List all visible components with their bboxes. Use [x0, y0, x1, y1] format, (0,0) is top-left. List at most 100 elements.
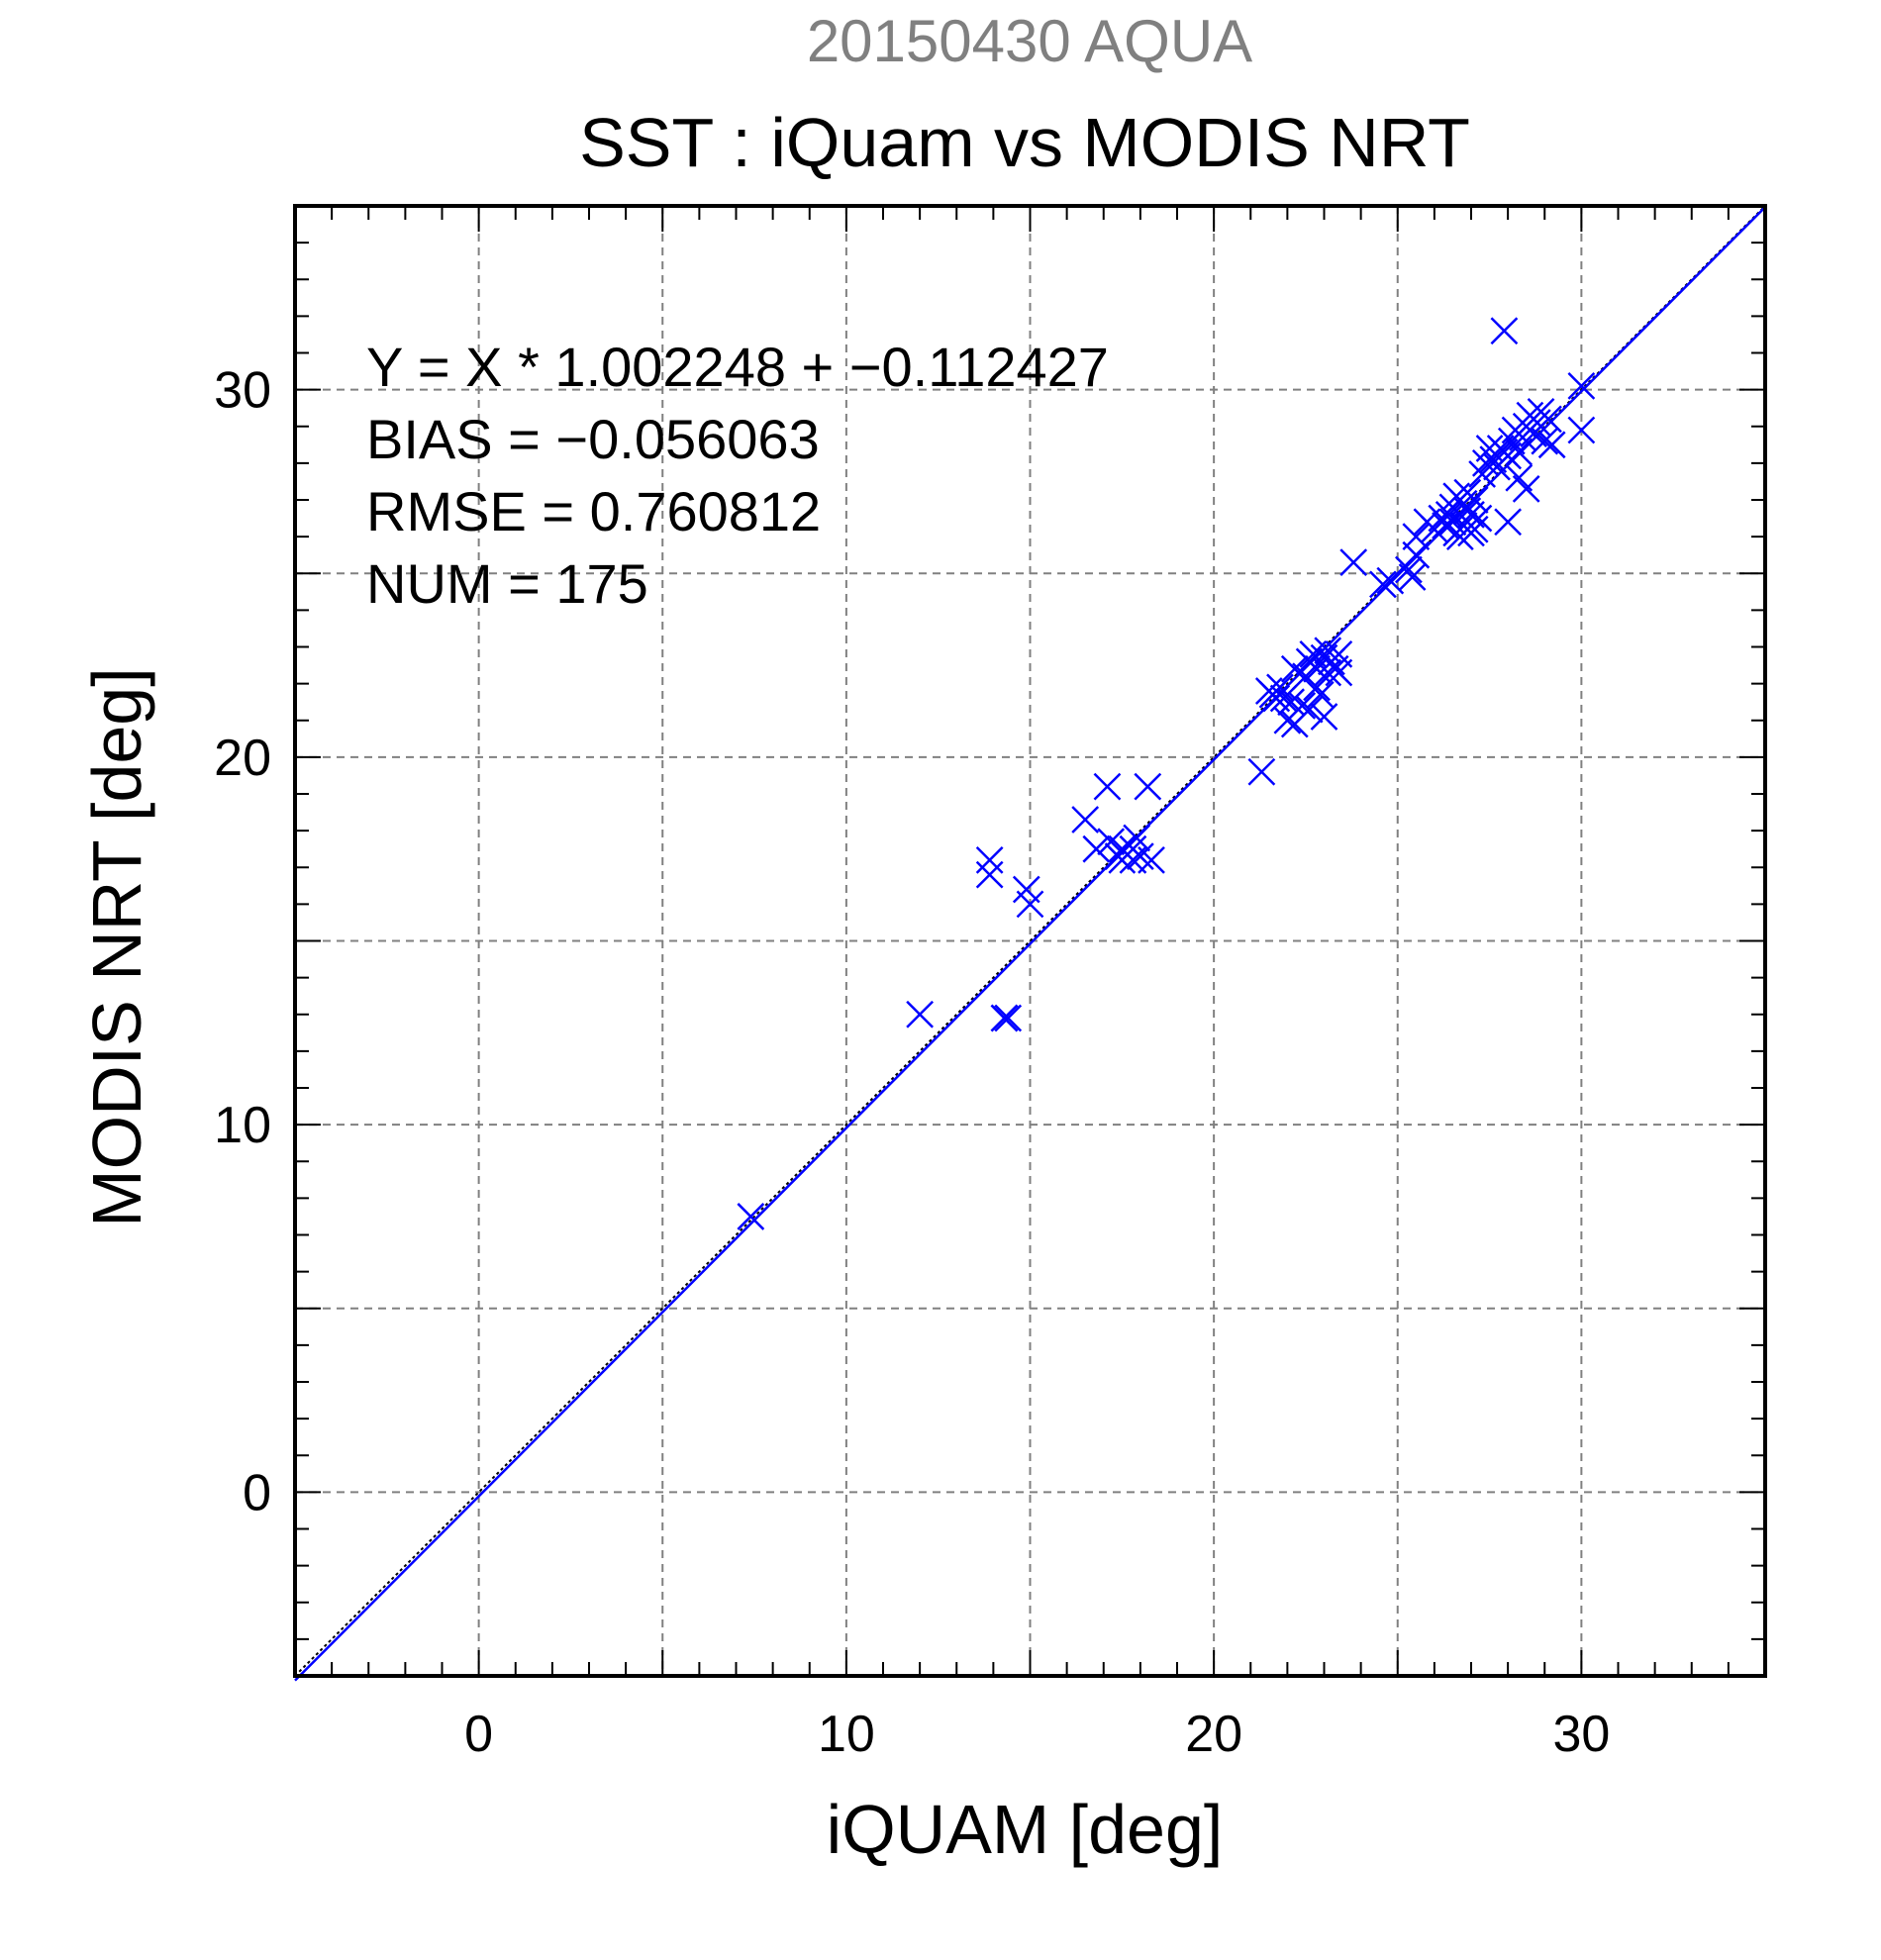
- data-point-stroke: [1247, 757, 1276, 786]
- data-point-stroke: [1567, 416, 1596, 444]
- data-point-stroke: [1314, 637, 1342, 665]
- data-point: [1266, 673, 1294, 702]
- data-point-stroke: [1310, 703, 1338, 731]
- data-point-stroke: [1262, 684, 1291, 713]
- data-point: [1464, 504, 1493, 533]
- y-axis-title: MODIS NRT [deg]: [78, 667, 155, 1226]
- data-point: [1468, 460, 1497, 488]
- data-point-stroke: [975, 845, 1004, 874]
- data-point-stroke: [1398, 563, 1427, 591]
- data-point-stroke: [1280, 654, 1309, 683]
- stats-annotation: Y = X * 1.002248 + −0.112427 BIAS = −0.0…: [366, 336, 1109, 615]
- x-tick-label: 10: [818, 1706, 875, 1763]
- data-point: [1325, 658, 1353, 687]
- data-point: [1567, 416, 1596, 444]
- data-point: [1490, 317, 1519, 345]
- data-point-stroke: [1325, 658, 1353, 687]
- y-tick-labels: 0 10 20 30: [214, 362, 271, 1522]
- data-point-stroke: [1123, 824, 1151, 852]
- data-point-stroke: [1134, 772, 1162, 801]
- data-point: [1314, 637, 1342, 665]
- data-point: [1247, 757, 1276, 786]
- y-tick-label: 0: [243, 1464, 271, 1521]
- data-point: [1016, 890, 1044, 919]
- data-point: [1534, 405, 1562, 434]
- data-point-stroke: [1012, 875, 1040, 904]
- data-point: [1288, 692, 1317, 720]
- data-point: [1093, 772, 1122, 801]
- data-point-stroke: [1468, 460, 1497, 488]
- data-point: [1395, 555, 1423, 584]
- data-point: [1071, 806, 1100, 833]
- data-point-stroke: [1512, 474, 1540, 503]
- data-point-stroke: [1082, 834, 1111, 863]
- fit-equation: Y = X * 1.002248 + −0.112427: [366, 336, 1109, 398]
- data-point: [1295, 695, 1324, 724]
- data-point: [994, 1004, 1023, 1032]
- data-point-stroke: [1537, 431, 1566, 459]
- axis-ticks: [294, 205, 1766, 1677]
- data-point: [1402, 523, 1431, 551]
- y-tick-label: 20: [214, 730, 271, 787]
- data-point-stroke: [1464, 504, 1493, 533]
- data-point: [1494, 508, 1523, 537]
- data-point: [906, 1000, 935, 1029]
- data-point-stroke: [990, 1004, 1019, 1032]
- data-point: [737, 1203, 765, 1230]
- x-tick-label: 0: [464, 1706, 493, 1763]
- data-point-stroke: [1523, 409, 1551, 437]
- data-point: [1134, 772, 1162, 801]
- x-tick-label: 20: [1185, 1706, 1242, 1763]
- data-point-stroke: [1376, 566, 1405, 595]
- data-point: [1460, 486, 1489, 514]
- rmse-value: RMSE = 0.760812: [366, 480, 821, 542]
- data-point-stroke: [1288, 692, 1317, 720]
- data-point-stroke: [994, 1004, 1023, 1032]
- data-point-stroke: [975, 860, 1004, 889]
- data-point: [1123, 824, 1151, 852]
- x-tick-label: 30: [1552, 1706, 1610, 1763]
- y-tick-label: 10: [214, 1097, 271, 1154]
- data-point-stroke: [1567, 372, 1596, 400]
- data-point-stroke: [1295, 695, 1324, 724]
- data-point: [975, 860, 1004, 889]
- data-point-stroke: [906, 1000, 935, 1029]
- plot-frame: [293, 204, 1767, 1678]
- x-tick-labels: 0 10 20 30: [464, 1706, 1610, 1763]
- identity-line: [294, 205, 1766, 1677]
- data-point: [1512, 474, 1540, 503]
- chart-title: SST : iQuam vs MODIS NRT: [579, 104, 1470, 181]
- data-point-stroke: [1449, 489, 1478, 518]
- data-point-stroke: [1402, 523, 1431, 551]
- data-point-stroke: [1369, 570, 1397, 599]
- data-point-stroke: [1460, 486, 1489, 514]
- bias-value: BIAS = −0.056063: [366, 408, 820, 470]
- data-point: [1369, 570, 1397, 599]
- data-point-stroke: [1126, 842, 1154, 870]
- data-point-stroke: [1435, 500, 1463, 529]
- data-point: [1339, 548, 1368, 576]
- data-point-stroke: [1531, 427, 1559, 455]
- data-point-stroke: [1097, 828, 1126, 856]
- data-point-stroke: [1016, 890, 1044, 919]
- data-point-stroke: [1460, 515, 1489, 543]
- data-point-stroke: [1494, 508, 1523, 537]
- data-point-stroke: [1534, 405, 1562, 434]
- data-point: [1460, 515, 1489, 543]
- data-point-stroke: [1093, 772, 1122, 801]
- data-point: [975, 845, 1004, 874]
- data-point-stroke: [1395, 555, 1423, 584]
- chart-date-satellite: 20150430 AQUA: [807, 8, 1252, 74]
- data-point: [1310, 703, 1338, 731]
- num-value: NUM = 175: [366, 552, 648, 615]
- data-point: [1314, 658, 1342, 687]
- data-point-stroke: [737, 1203, 765, 1230]
- data-point: [1082, 834, 1111, 863]
- data-point: [1126, 842, 1154, 870]
- data-point-stroke: [1314, 658, 1342, 687]
- x-axis-title: iQUAM [deg]: [827, 1791, 1224, 1868]
- data-point-stroke: [1071, 806, 1100, 833]
- data-point-stroke: [1490, 317, 1519, 345]
- data-point-stroke: [1505, 463, 1534, 492]
